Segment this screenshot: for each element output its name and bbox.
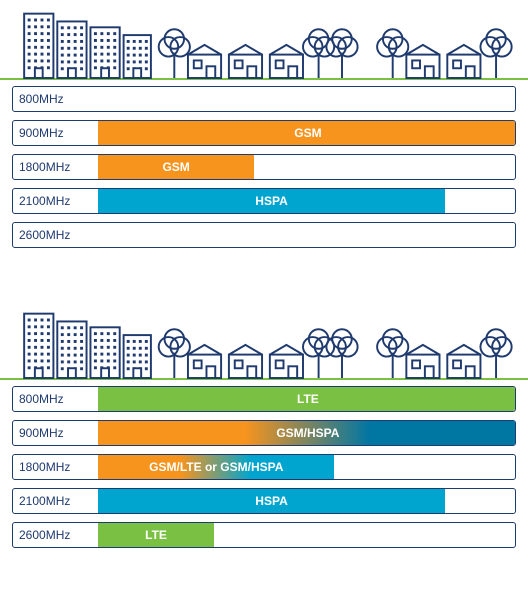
spectrum-rows: LTE800MHz GSM/HSPA900MHz GSM/LTE or GSM/HS… <box>0 386 528 572</box>
spectrum-segment <box>98 523 213 547</box>
spectrum-segment <box>98 455 334 479</box>
spectrum-row: LTE800MHz <box>12 386 516 412</box>
spectrum-segment <box>98 155 254 179</box>
spectrum-segment <box>98 189 444 213</box>
frequency-label: 2100MHz <box>19 189 70 213</box>
scene-illustration <box>0 0 528 80</box>
spectrum-row: LTE2600MHz <box>12 522 516 548</box>
spectrum-row: 800MHz <box>12 86 516 112</box>
spectrum-row: GSM1800MHz <box>12 154 516 180</box>
spectrum-segment <box>98 387 516 411</box>
spectrum-row: GSM/HSPA900MHz <box>12 420 516 446</box>
spectrum-segment <box>98 489 444 513</box>
frequency-label: 900MHz <box>19 421 64 445</box>
spectrum-row: HSPA2100MHz <box>12 188 516 214</box>
spectrum-row: GSM/LTE or GSM/HSPA1800MHz <box>12 454 516 480</box>
spectrum-segment <box>98 421 516 445</box>
spectrum-panel: LTE800MHz GSM/HSPA900MHz GSM/LTE or GSM/HS… <box>0 300 528 572</box>
spectrum-row: GSM900MHz <box>12 120 516 146</box>
spectrum-row: HSPA2100MHz <box>12 488 516 514</box>
scene-illustration <box>0 300 528 380</box>
frequency-label: 2600MHz <box>19 523 70 547</box>
frequency-label: 2600MHz <box>19 223 70 247</box>
spectrum-panel: 800MHz GSM900MHz GSM1800MHz HSPA2100MHz 2600… <box>0 0 528 272</box>
frequency-label: 2100MHz <box>19 489 70 513</box>
frequency-label: 900MHz <box>19 121 64 145</box>
spectrum-row: 2600MHz <box>12 222 516 248</box>
spectrum-rows: 800MHz GSM900MHz GSM1800MHz HSPA2100MHz 2600… <box>0 86 528 272</box>
frequency-label: 800MHz <box>19 87 64 111</box>
frequency-label: 1800MHz <box>19 155 70 179</box>
frequency-label: 1800MHz <box>19 455 70 479</box>
frequency-label: 800MHz <box>19 387 64 411</box>
spectrum-segment <box>98 121 516 145</box>
